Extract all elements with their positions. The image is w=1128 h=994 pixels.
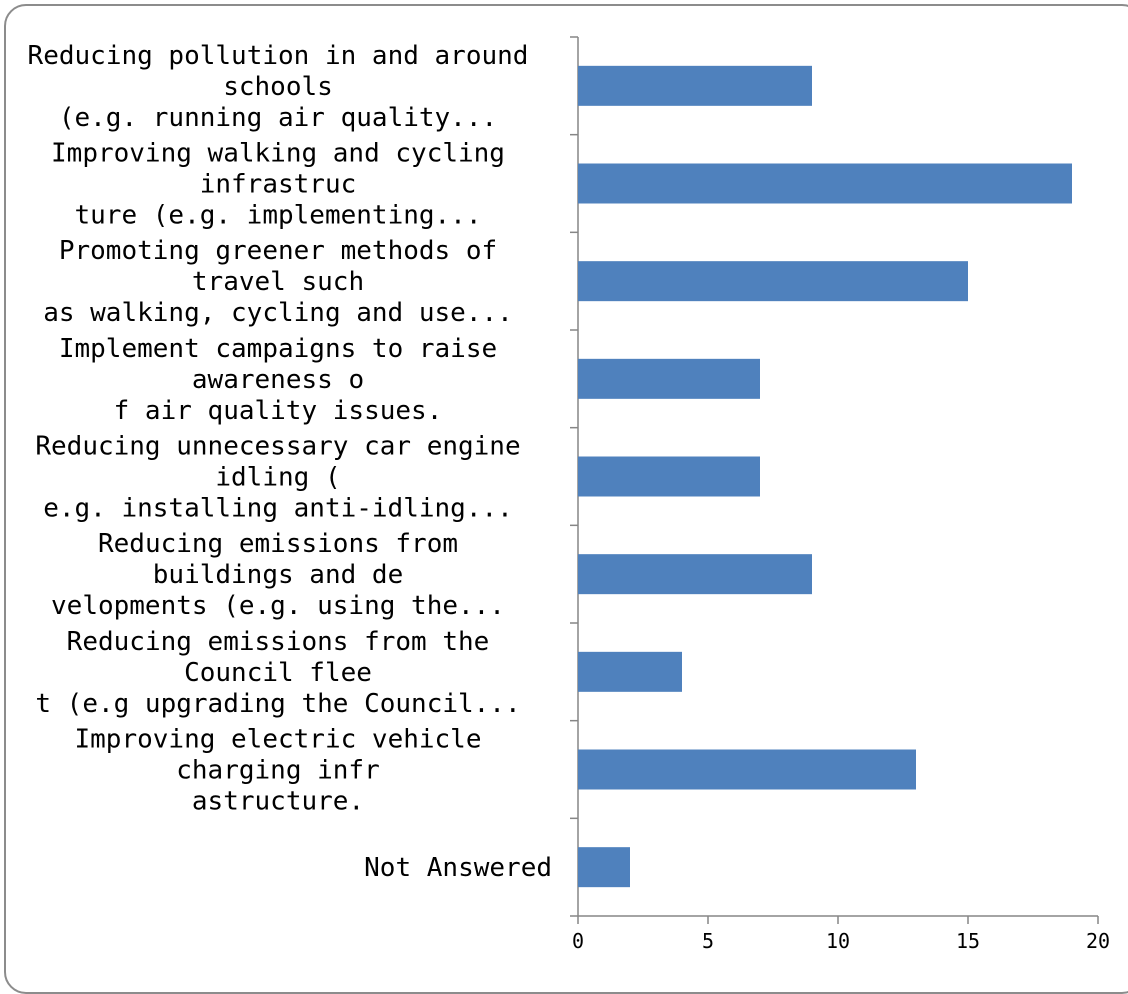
category-label-line: t (e.g upgrading the Council... [35, 689, 520, 719]
bar [578, 261, 968, 302]
bar [578, 163, 1072, 204]
x-tick-label: 20 [1086, 929, 1110, 953]
category-label-line: f air quality issues. [114, 396, 443, 426]
category-label-line: (e.g. running air quality... [59, 103, 497, 133]
category-label-line: travel such [192, 267, 364, 297]
bar [578, 358, 760, 399]
bar [578, 554, 812, 595]
category-label-line: astructure. [192, 787, 364, 817]
category-label-line: idling ( [215, 463, 340, 493]
category-label: Reducing pollution in and aroundschools(… [28, 41, 529, 133]
category-label-line: infrastruc [200, 170, 357, 200]
category-label-line: buildings and de [153, 560, 403, 590]
chart-bars [578, 65, 1072, 888]
bar [578, 65, 812, 106]
category-label-line: Reducing unnecessary car engine [35, 432, 520, 462]
category-label: Not Answered [364, 853, 552, 883]
x-tick-label: 15 [956, 929, 980, 953]
category-label-line: Reducing emissions from the [67, 627, 490, 657]
category-label-line: charging infr [176, 756, 380, 786]
bar [578, 456, 760, 497]
category-labels: Reducing pollution in and aroundschools(… [28, 41, 552, 883]
category-label-line: Council flee [184, 658, 372, 688]
bar-chart: Reducing pollution in and aroundschools(… [28, 36, 1110, 953]
bar [578, 847, 630, 888]
x-tick-labels: 0 5 10 15 20 [572, 929, 1110, 953]
x-tick-label: 10 [826, 929, 850, 953]
category-label-line: schools [223, 72, 333, 102]
category-label-line: as walking, cycling and use... [43, 298, 513, 328]
category-label-line: Not Answered [364, 853, 552, 883]
x-tick-label: 5 [702, 929, 714, 953]
category-label-line: Promoting greener methods of [59, 236, 497, 266]
category-label-line: Reducing emissions from [98, 529, 458, 559]
category-label-line: Improving electric vehicle [75, 725, 482, 755]
category-label-line: Reducing pollution in and around [28, 41, 529, 71]
bar [578, 651, 682, 692]
category-label-line: velopments (e.g. using the... [51, 591, 505, 621]
x-tick-label: 0 [572, 929, 584, 953]
category-label-line: Improving walking and cycling [51, 139, 505, 169]
category-label-line: e.g. installing anti-idling... [43, 494, 513, 524]
bar [578, 749, 916, 790]
category-label: Improving walking and cyclinginfrastruct… [51, 139, 505, 231]
category-label-line: ture (e.g. implementing... [75, 201, 482, 231]
category-label-line: Implement campaigns to raise [59, 334, 497, 364]
category-label-line: awareness o [192, 365, 364, 395]
